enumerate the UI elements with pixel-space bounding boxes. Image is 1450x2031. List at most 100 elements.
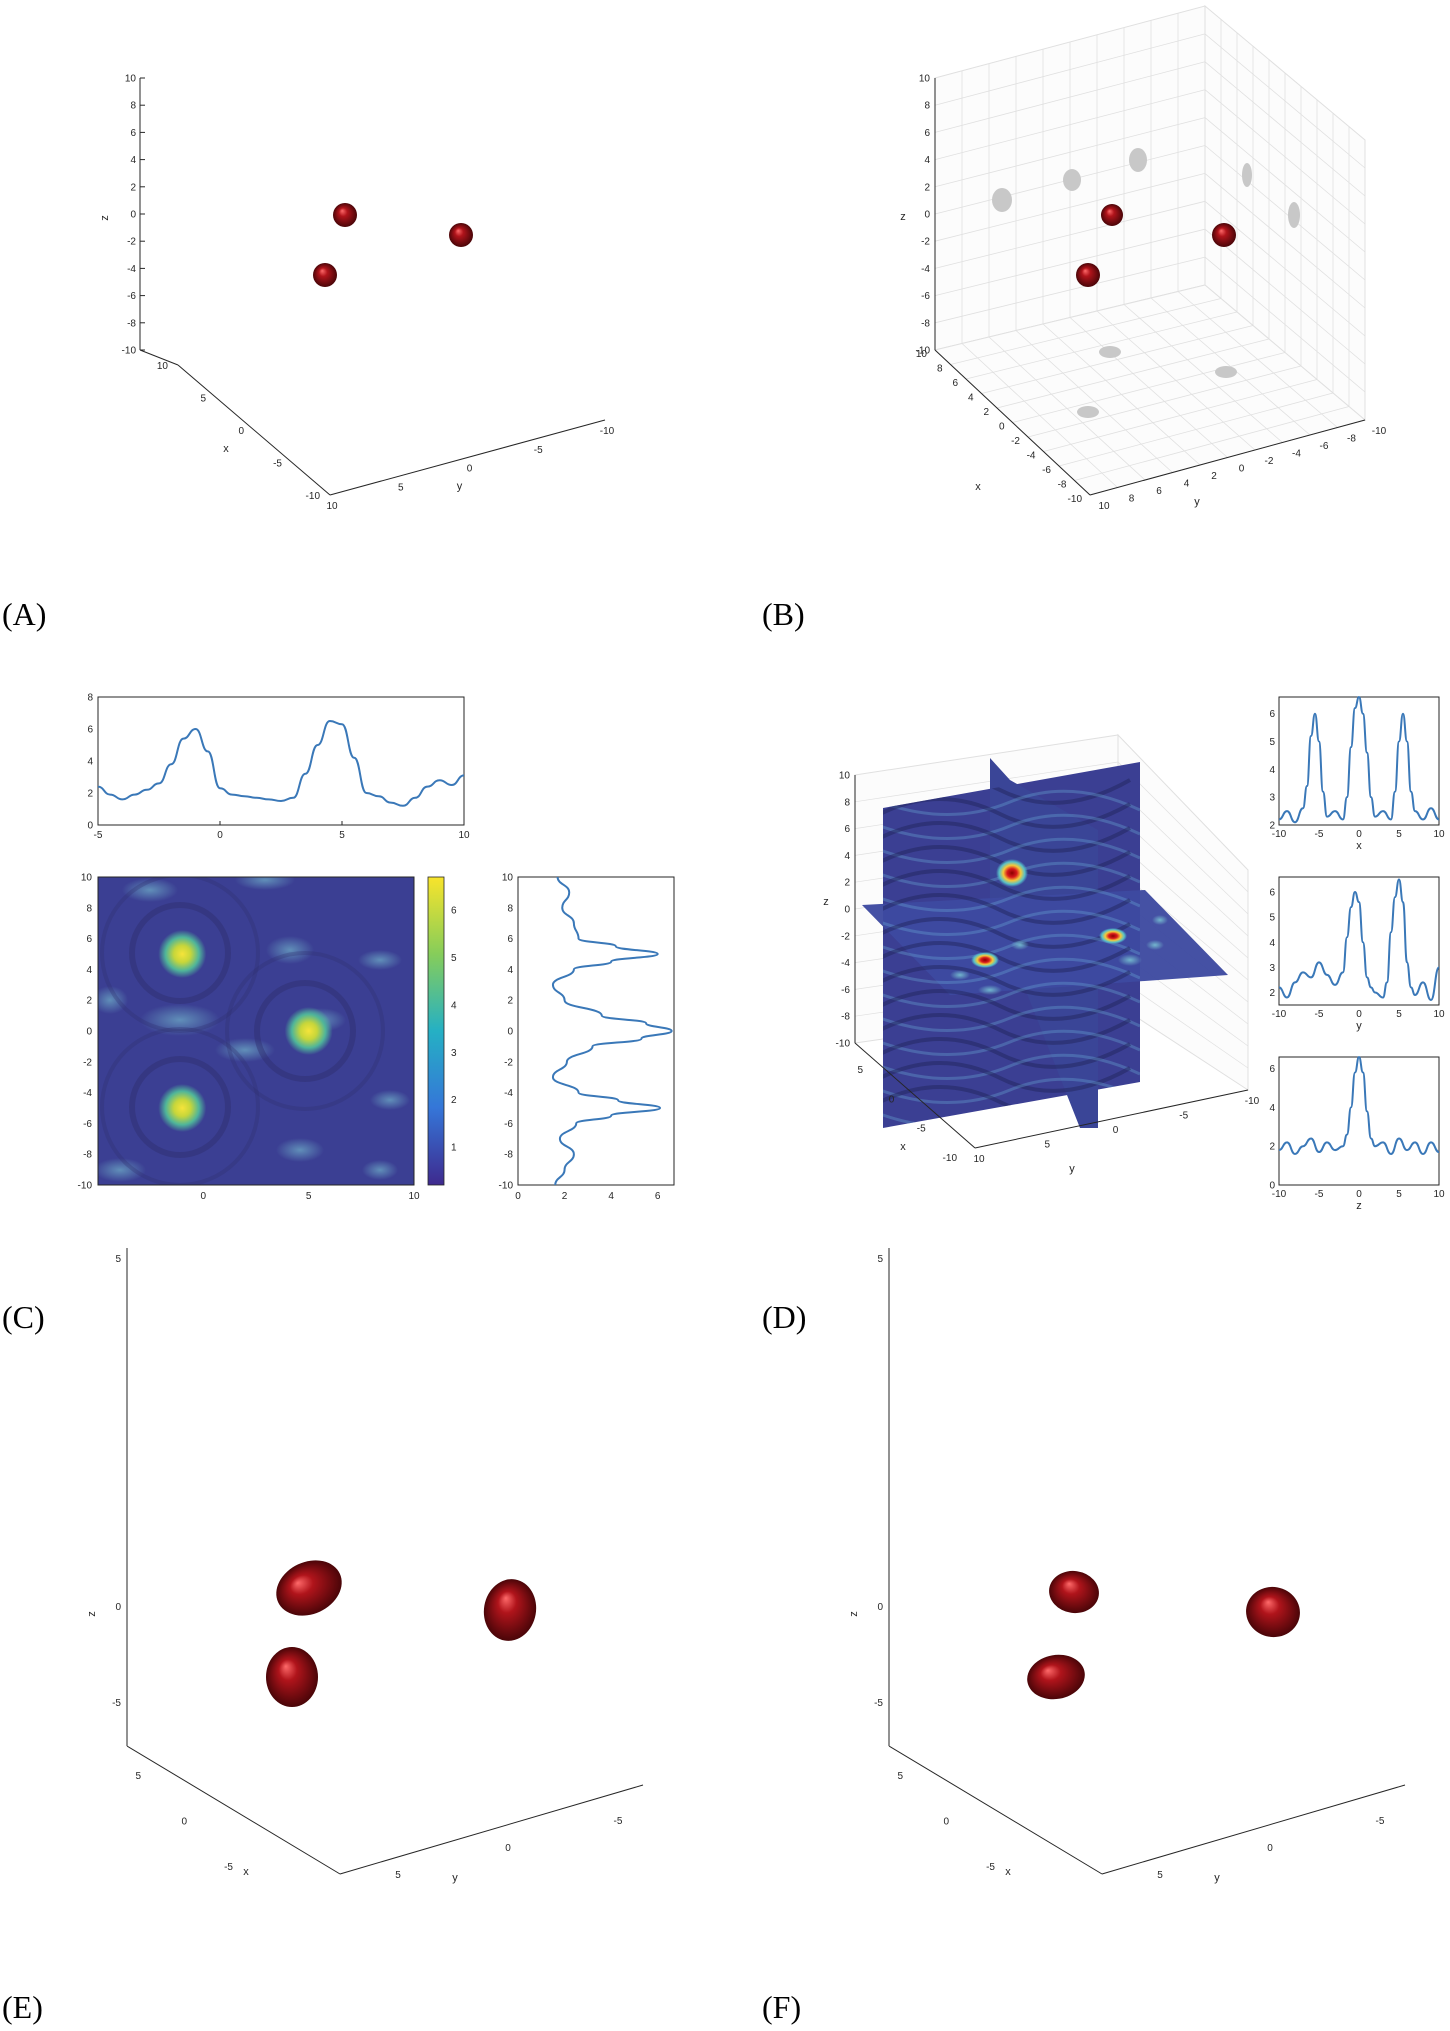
y-tick-label: 2 xyxy=(1211,471,1217,482)
sphere xyxy=(1101,204,1123,226)
field-contour xyxy=(883,1013,1131,1045)
x-tick-label: -10 xyxy=(1068,494,1083,505)
z-tick-label: 0 xyxy=(924,210,930,221)
y-tick-label: -4 xyxy=(1292,449,1301,460)
field-contour xyxy=(883,989,1131,1021)
y-tick-label: -5 xyxy=(1179,1111,1188,1122)
side-profile-y-tick: -10 xyxy=(499,1181,514,1192)
side-profile-x-tick: 6 xyxy=(655,1191,661,1202)
field-ripple xyxy=(358,950,402,970)
z-tick-label: 2 xyxy=(844,878,850,889)
colorbar-tick: 4 xyxy=(451,1000,457,1011)
x-tick-label: 0 xyxy=(181,1817,187,1828)
profile-y-tick: 4 xyxy=(1269,1103,1275,1114)
reconstructed-scatterer xyxy=(1246,1586,1300,1638)
profile-x-label: z xyxy=(1356,1200,1362,1212)
panel-label-E: (E) xyxy=(2,1989,43,2025)
z-tick-label: -8 xyxy=(841,1012,850,1023)
z-tick-label: -5 xyxy=(112,1698,121,1709)
x-axis-label: x xyxy=(900,1141,906,1153)
z-tick-label: 2 xyxy=(924,182,930,193)
z-tick-label: 5 xyxy=(877,1254,883,1265)
z-tick-label: -6 xyxy=(921,291,930,302)
panel-B-chart: 1086420-2-4-6-8-101086420-2-4-6-8-101086… xyxy=(900,4,1387,512)
y-tick-label: -6 xyxy=(1320,441,1329,452)
x-tick-label: -6 xyxy=(1042,465,1051,476)
profile-x-label: y xyxy=(1356,1020,1362,1032)
top-profile-x-tick: 0 xyxy=(217,830,223,841)
profile-y-tick: 0 xyxy=(1269,1181,1275,1192)
profile-line-x xyxy=(1278,695,1440,824)
z-axis-label: z xyxy=(848,1611,860,1617)
y-axis-label: y xyxy=(1214,1872,1220,1884)
z-axis-label: z xyxy=(86,1611,98,1617)
field-ripple xyxy=(140,1004,220,1036)
profile-x-tick: 5 xyxy=(1396,1009,1402,1020)
z-tick-label: -10 xyxy=(916,346,931,357)
z-tick-label: 8 xyxy=(844,797,850,808)
panel-A-chart: 10 8 6 4 2 0 -2 -4 -6 -8 -10 10 5 0 -5 -10 10 5 0 -5 -10 z x y xyxy=(99,74,615,513)
reconstructed-scatterer xyxy=(1049,1570,1099,1614)
field-contour xyxy=(883,941,1131,973)
profile-x-tick: 10 xyxy=(1433,1009,1445,1020)
x-axis-label: x xyxy=(243,1866,249,1878)
heatmap-y-tick: 4 xyxy=(86,965,92,976)
x-tick-label: 5 xyxy=(897,1771,903,1782)
x-tick-label: -5 xyxy=(986,1862,995,1873)
sphere xyxy=(333,203,357,227)
x-tick-label: -8 xyxy=(1058,480,1067,491)
x-tick-label: -10 xyxy=(306,491,321,502)
z-tick-label: 10 xyxy=(839,771,851,782)
y-tick-label: 8 xyxy=(1129,494,1135,505)
top-profile-x-tick: -5 xyxy=(94,830,103,841)
z-axis-label: z xyxy=(823,896,829,908)
colorbar-tick: 6 xyxy=(451,906,457,917)
y-tick-label: -2 xyxy=(1265,456,1274,467)
z-tick-label: -10 xyxy=(836,1039,851,1050)
reconstructed-scatterer xyxy=(483,1579,537,1641)
x-tick-label: 4 xyxy=(968,393,974,404)
grid-line xyxy=(1043,379,1318,452)
field-contour xyxy=(883,909,1140,936)
grid-line xyxy=(1123,304,1283,443)
grid-line xyxy=(934,256,1206,324)
profile-y-tick: 4 xyxy=(1269,765,1275,776)
profile-x-tick: 0 xyxy=(1356,1009,1362,1020)
grid-line xyxy=(1150,297,1311,436)
top-profile-y-tick: 8 xyxy=(87,693,93,704)
side-profile-y-tick: 4 xyxy=(507,965,513,976)
side-profile-x-tick: 2 xyxy=(562,1191,568,1202)
y-tick-label: -10 xyxy=(1245,1096,1260,1107)
profile-y-tick: 4 xyxy=(1269,938,1275,949)
y-tick-label: 0 xyxy=(1239,464,1245,475)
z-tick-label: -4 xyxy=(127,264,136,275)
panel-E-chart: 5 0 -5 5 0 -5 5 0 -5 z x y xyxy=(86,1248,644,1884)
side-profile-frame xyxy=(517,876,675,1186)
grid-line xyxy=(1204,200,1366,337)
field-ripple xyxy=(98,1158,146,1182)
heatmap-frame xyxy=(97,876,415,1186)
y-tick-label: 10 xyxy=(973,1154,985,1165)
x-axis-label: x xyxy=(223,443,229,455)
field-contour xyxy=(883,885,1140,912)
y-tick-label: 0 xyxy=(1267,1843,1273,1854)
x-tick-label: -5 xyxy=(273,459,282,470)
colorbar-tick: 3 xyxy=(451,1048,457,1059)
base-edge xyxy=(139,349,179,366)
x-axis-label: x xyxy=(975,481,981,493)
profile-frame-x xyxy=(1278,696,1440,826)
grid-line xyxy=(1204,173,1366,309)
y-tick-label: 10 xyxy=(326,501,338,512)
heatmap-y-tick: 2 xyxy=(86,996,92,1007)
profile-frame-y xyxy=(1278,876,1440,1006)
panel-label-A: (A) xyxy=(2,596,46,632)
heatmap-y-tick: 10 xyxy=(81,873,93,884)
slice-peak xyxy=(971,952,999,968)
profile-y-tick: 5 xyxy=(1269,737,1275,748)
reconstructed-scatterer xyxy=(276,1560,342,1616)
field-contour xyxy=(883,821,1131,853)
x-tick-label: 0 xyxy=(889,1094,895,1105)
field-contour xyxy=(883,1005,1140,1032)
x-tick-label: 8 xyxy=(937,364,943,375)
side-profile-y-tick: 0 xyxy=(507,1027,513,1038)
